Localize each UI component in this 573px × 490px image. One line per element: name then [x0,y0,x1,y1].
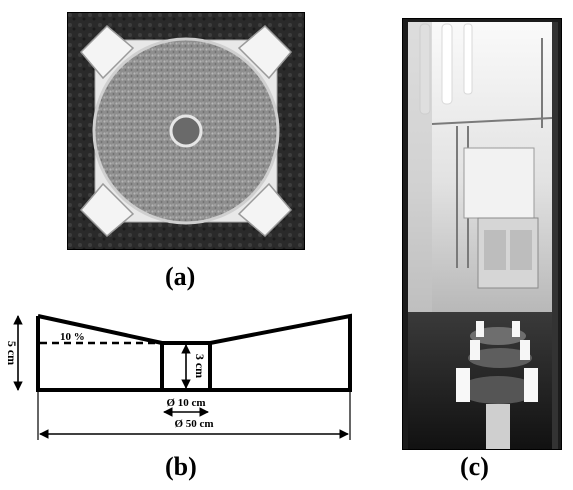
inner-diameter-label: Ø 10 cm [166,397,205,409]
cross-section-diagram: 5 cm 10 % 3 cm Ø 10 cm Ø 50 cm [8,313,352,440]
container-outline [36,313,352,392]
panel-label-b: (b) [165,452,197,481]
photo-rainfall-cabinet [402,18,562,450]
slope-label: 10 % [60,331,85,343]
outer-diameter-label: Ø 50 cm [174,418,213,430]
photo-sample-top-view [67,12,305,250]
inner-height-label: 3 cm [193,354,207,378]
height-label: 5 cm [8,341,19,365]
panel-label-c: (c) [460,452,489,481]
panel-label-a: (a) [165,262,196,291]
